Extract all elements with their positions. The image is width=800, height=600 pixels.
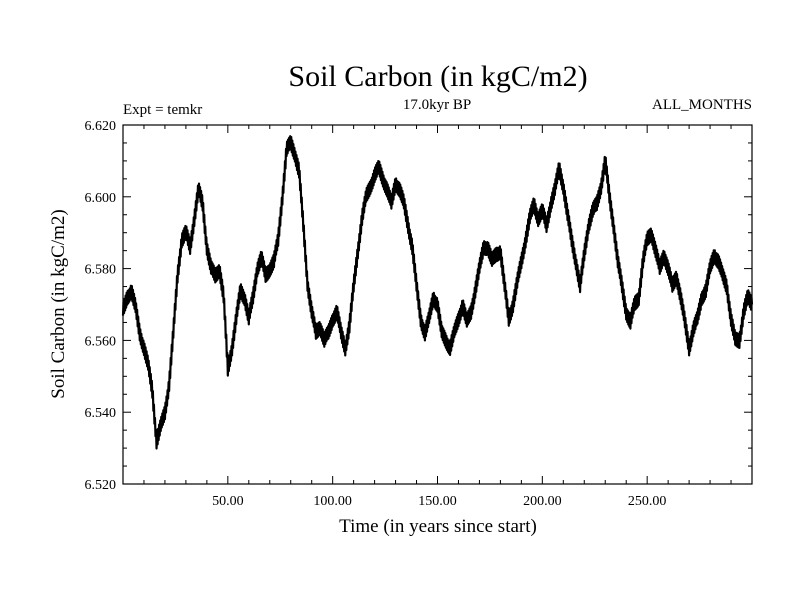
x-tick-label: 200.00	[523, 494, 562, 509]
chart-title: Soil Carbon (in kgC/m2)	[288, 60, 587, 93]
y-tick-label: 6.600	[85, 191, 117, 206]
y-axis-label: Soil Carbon (in kgC/m2)	[48, 209, 69, 398]
axis-ticks	[123, 124, 752, 485]
x-tick-label: 50.00	[212, 494, 244, 509]
x-tick-label: 150.00	[418, 494, 457, 509]
y-tick-label: 6.580	[85, 263, 117, 278]
months-label: ALL_MONTHS	[652, 97, 752, 113]
y-tick-label: 6.620	[85, 119, 117, 134]
y-tick-label: 6.520	[85, 478, 117, 493]
series-group	[121, 135, 754, 450]
plot-frame	[122, 124, 753, 485]
y-tick-label: 6.560	[85, 334, 117, 349]
experiment-label: Expt = temkr	[123, 102, 202, 118]
x-tick-labels: 50.00 100.00 150.00 200.00 250.00	[212, 494, 666, 509]
x-tick-label: 250.00	[628, 494, 667, 509]
y-tick-label: 6.540	[85, 406, 117, 421]
period-label: 17.0kyr BP	[403, 97, 471, 113]
y-tick-labels: 6.520 6.540 6.560 6.580 6.600 6.620	[85, 119, 117, 493]
soil-carbon-series-line	[121, 135, 754, 450]
x-axis-label: Time (in years since start)	[339, 516, 537, 537]
x-tick-label: 100.00	[313, 494, 352, 509]
